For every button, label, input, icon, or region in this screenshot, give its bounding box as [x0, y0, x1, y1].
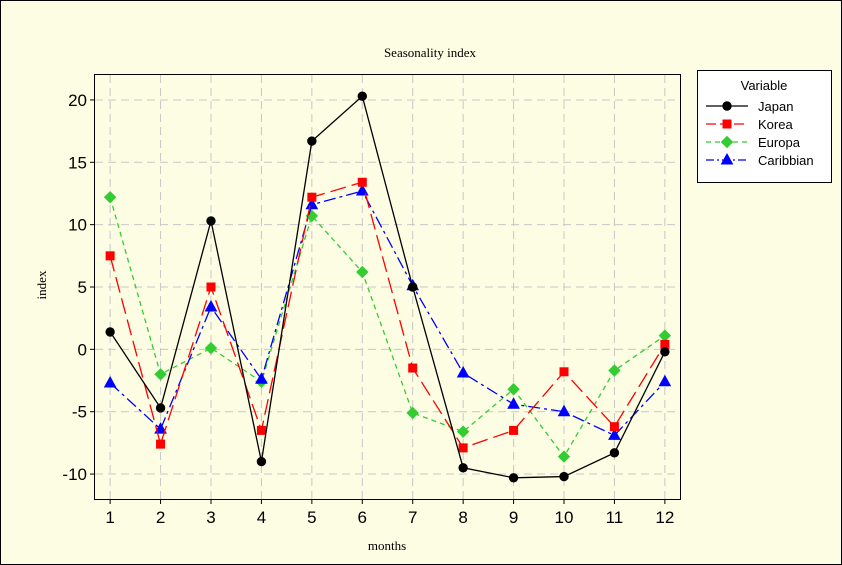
x-tick-label: 3 — [206, 508, 215, 527]
data-point-europa — [608, 364, 621, 377]
data-point-europa — [507, 383, 520, 396]
x-tick-label: 1 — [105, 508, 114, 527]
data-point-europa — [356, 265, 369, 279]
data-point-korea — [156, 439, 166, 449]
legend-box — [697, 70, 832, 183]
data-point-korea — [256, 425, 266, 435]
data-point-japan — [105, 327, 115, 337]
data-point-japan — [206, 216, 216, 226]
data-point-japan — [609, 448, 620, 458]
data-point-caribbian — [103, 375, 117, 388]
x-tick-label: 9 — [509, 508, 518, 527]
legend-swatch-marker — [722, 119, 732, 129]
data-point-korea — [609, 422, 619, 432]
legend-swatch-marker — [720, 152, 734, 165]
x-tick-label: 6 — [358, 508, 367, 527]
data-point-japan — [660, 347, 670, 357]
x-tick-label: 8 — [458, 508, 467, 527]
y-tick-label: 5 — [78, 278, 87, 297]
y-tick-label: -5 — [72, 403, 87, 422]
legend-label: Korea — [758, 117, 793, 132]
data-point-europa — [406, 406, 419, 420]
data-point-caribbian — [204, 299, 218, 312]
x-axis-label: months — [368, 538, 406, 553]
data-point-europa — [557, 450, 571, 463]
legend: Variable Japan Korea Europa Caribbian — [697, 70, 832, 183]
series-layer — [103, 91, 672, 483]
y-tick-label: 20 — [68, 91, 87, 110]
data-point-caribbian — [557, 404, 571, 417]
data-point-caribbian — [305, 197, 319, 210]
legend-label: Japan — [758, 99, 793, 114]
data-point-caribbian — [255, 372, 268, 384]
y-tick-label: 10 — [68, 216, 87, 235]
data-point-japan — [508, 473, 519, 483]
data-point-korea — [408, 363, 418, 373]
legend-swatch-marker — [722, 101, 732, 111]
y-tick-label: 0 — [78, 340, 87, 359]
legend-item-europa: Europa — [706, 135, 801, 150]
legend-label: Caribbian — [758, 153, 814, 168]
legend-item-japan: Japan — [706, 99, 793, 114]
data-point-korea — [559, 367, 569, 377]
data-point-europa — [456, 425, 470, 438]
y-tick-label: 15 — [68, 153, 87, 172]
series-line-japan — [109, 95, 666, 479]
data-point-japan — [155, 403, 166, 413]
data-point-japan — [307, 136, 317, 146]
data-point-caribbian — [456, 366, 470, 378]
data-point-korea — [509, 425, 519, 435]
data-point-korea — [206, 282, 216, 292]
data-point-caribbian — [154, 422, 167, 434]
data-point-japan — [458, 463, 468, 473]
legend-label: Europa — [758, 135, 801, 150]
data-point-japan — [357, 91, 367, 101]
series-korea — [105, 177, 670, 453]
data-point-japan — [256, 456, 267, 467]
series-line-europa — [109, 197, 666, 458]
x-tick-label: 11 — [606, 508, 624, 527]
y-tick-label: -10 — [62, 465, 87, 484]
data-point-caribbian — [658, 374, 672, 387]
x-tick-label: 4 — [257, 508, 266, 527]
chart-title: Seasonality index — [384, 45, 477, 60]
data-point-europa — [154, 368, 167, 381]
data-point-europa — [103, 191, 117, 204]
data-point-caribbian — [507, 397, 520, 409]
data-point-korea — [105, 251, 115, 261]
data-point-japan — [559, 471, 569, 482]
data-point-caribbian — [608, 428, 621, 440]
data-point-japan — [408, 282, 418, 292]
series-line-korea — [109, 181, 666, 449]
data-point-caribbian — [355, 183, 369, 196]
x-tick-label: 10 — [555, 508, 574, 527]
data-point-europa — [204, 341, 218, 355]
data-point-korea — [357, 177, 367, 187]
x-tick-label: 12 — [655, 508, 674, 527]
data-point-korea — [307, 192, 317, 202]
legend-swatch-marker — [720, 135, 734, 149]
y-axis-label: index — [34, 270, 49, 299]
series-line-caribbian — [109, 190, 666, 437]
legend-item-korea: Korea — [706, 117, 793, 132]
legend-items: Japan Korea Europa Caribbian — [706, 99, 814, 168]
legend-title: Variable — [741, 78, 788, 93]
x-tick-label: 7 — [408, 508, 417, 527]
series-europa — [103, 191, 672, 463]
x-tick-label: 2 — [156, 508, 165, 527]
x-tick-label: 5 — [307, 508, 316, 527]
data-point-korea — [458, 443, 468, 453]
series-japan — [105, 91, 670, 483]
legend-item-caribbian: Caribbian — [706, 152, 814, 168]
